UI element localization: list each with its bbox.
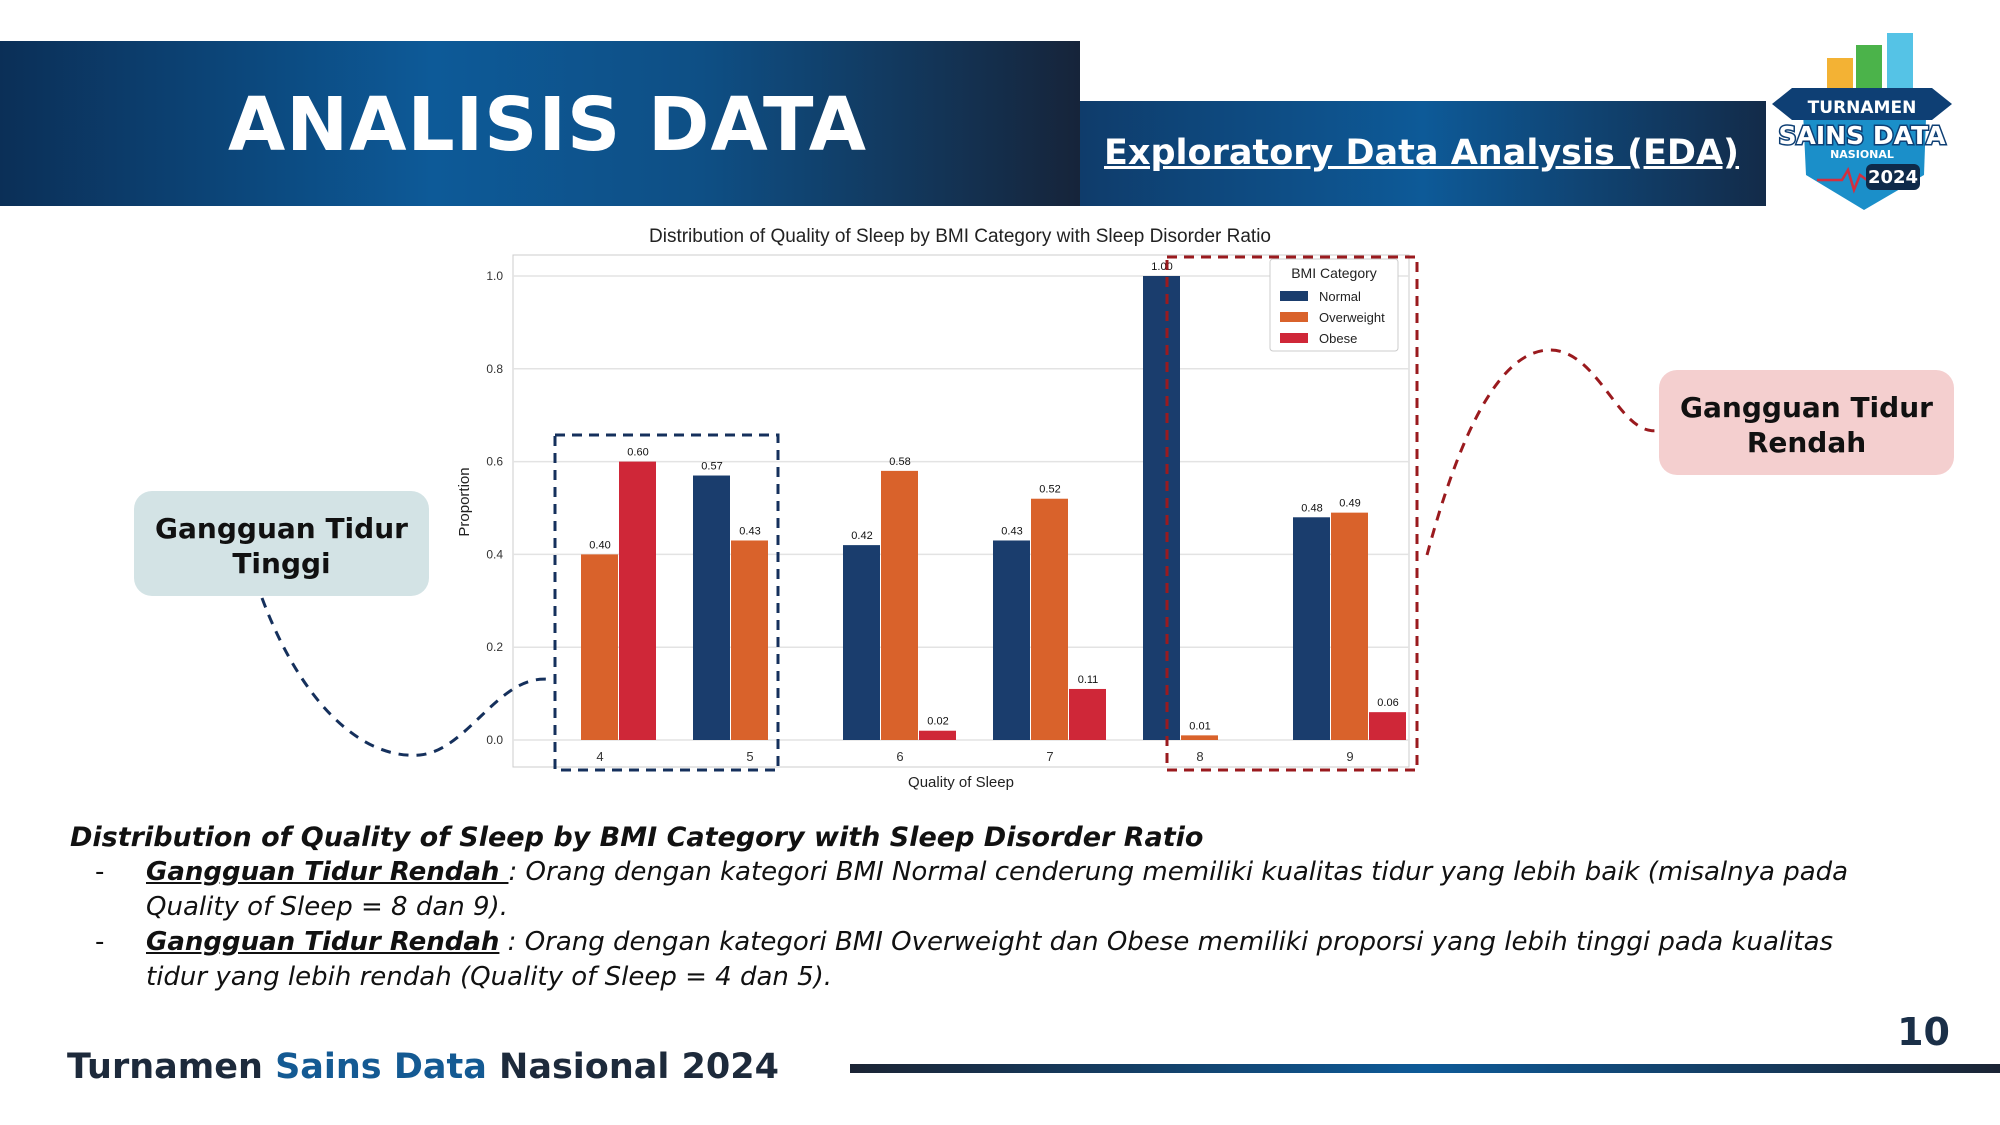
bar-value-label: 0.11	[1078, 674, 1099, 686]
logo-text-nasional: NASIONAL	[1830, 148, 1894, 161]
legend-swatch-overweight	[1280, 312, 1308, 322]
bar-value-label: 0.06	[1377, 697, 1398, 709]
bar-chart: Distribution of Quality of Sleep by BMI …	[455, 222, 1420, 794]
legend-label-normal: Normal	[1319, 289, 1361, 304]
bar-obese-7	[1069, 688, 1106, 740]
bar-overweight-8	[1181, 735, 1218, 740]
bar-overweight-7	[1031, 498, 1068, 740]
y-tick-label: 0.2	[486, 640, 503, 654]
bar-value-label: 0.02	[927, 716, 948, 728]
x-tick-label: 4	[596, 749, 603, 764]
bar-overweight-9	[1331, 512, 1368, 740]
x-tick-label: 8	[1196, 749, 1203, 764]
grid-lines	[513, 275, 1409, 741]
bar-value-label: 1.00	[1151, 261, 1172, 273]
footer-part-nasional: Nasional 2024	[499, 1047, 779, 1087]
plot-area	[512, 254, 1410, 768]
page-title: ANALISIS DATA	[228, 82, 868, 168]
bullet-term: Gangguan Tidur Rendah	[146, 927, 500, 957]
legend-label-overweight: Overweight	[1319, 310, 1385, 325]
bar-obese-9	[1369, 712, 1406, 740]
footer-divider	[850, 1064, 2000, 1073]
x-axis-ticks: 4 5 6 7 8 9	[596, 749, 1353, 764]
highlight-box-high-disorder	[553, 433, 780, 772]
bar-value-label: 0.52	[1039, 484, 1060, 496]
bar-overweight-5	[731, 540, 768, 740]
chart-title: Distribution of Quality of Sleep by BMI …	[649, 226, 1271, 247]
y-tick-label: 0.0	[486, 733, 503, 747]
bar-normal-6	[843, 545, 880, 740]
bar-overweight-6	[881, 470, 918, 740]
bullet-item: - Gangguan Tidur Rendah : Orang dengan k…	[95, 855, 1895, 925]
bar-value-label: 0.57	[701, 461, 722, 473]
legend-swatch-obese	[1280, 333, 1308, 343]
x-tick-label: 6	[896, 749, 903, 764]
y-tick-label: 1.0	[486, 269, 503, 283]
tsdn-logo: TURNAMEN SAINS DATA NASIONAL 2024	[1772, 33, 1952, 210]
y-tick-label: 0.8	[486, 362, 503, 376]
x-tick-label: 9	[1346, 749, 1353, 764]
bar-value-label: 0.43	[739, 525, 760, 537]
bullet-term: Gangguan Tidur Rendah	[146, 857, 509, 887]
bullet-dash: -	[95, 927, 105, 957]
legend-title: BMI Category	[1291, 265, 1377, 281]
bullet-dash: -	[95, 857, 105, 887]
logo-text-sains-data: SAINS DATA	[1779, 121, 1947, 150]
bar-value-label: 0.43	[1001, 525, 1022, 537]
page-number: 10	[1897, 1010, 1950, 1054]
footer-part-turnamen: Turnamen	[67, 1047, 276, 1087]
legend-swatch-normal	[1280, 291, 1308, 301]
y-tick-label: 0.6	[486, 455, 503, 469]
y-tick-label: 0.4	[486, 547, 503, 561]
bars	[581, 276, 1406, 740]
bar-normal-7	[993, 540, 1030, 740]
title-banner	[0, 41, 1080, 206]
bar-overweight-4	[581, 554, 618, 740]
subtitle-banner	[1080, 101, 1766, 206]
chart-legend: BMI Category Normal Overweight Obese	[1269, 258, 1399, 352]
x-axis-label: Quality of Sleep	[908, 774, 1014, 791]
footer-part-sains-data: Sains Data	[275, 1047, 500, 1087]
bar-value-label: 0.58	[889, 456, 910, 468]
logo-text-turnamen: TURNAMEN	[1808, 98, 1917, 118]
logo-text-year: 2024	[1868, 167, 1918, 188]
x-tick-label: 7	[1046, 749, 1053, 764]
bar-obese-4	[619, 461, 656, 740]
chart-caption: Distribution of Quality of Sleep by BMI …	[70, 822, 1204, 853]
bar-value-label: 0.48	[1301, 502, 1322, 514]
x-tick-label: 5	[746, 749, 753, 764]
page-subtitle: Exploratory Data Analysis (EDA)	[1104, 133, 1740, 173]
footer-title: Turnamen Sains Data Nasional 2024	[67, 1042, 867, 1092]
highlight-box-low-disorder	[1165, 255, 1419, 772]
bar-value-label: 0.01	[1189, 720, 1210, 732]
bullet-list: - Gangguan Tidur Rendah : Orang dengan k…	[95, 855, 1895, 995]
y-axis-label: Proportion	[456, 467, 473, 536]
bar-value-label: 0.42	[851, 530, 872, 542]
connector-right	[1425, 348, 1661, 556]
bar-normal-8	[1143, 276, 1180, 740]
bullet-text: : Orang dengan kategori BMI Overweight d…	[146, 927, 1834, 992]
bullet-item: - Gangguan Tidur Rendah : Orang dengan k…	[95, 925, 1895, 995]
bar-value-label: 0.49	[1339, 498, 1360, 510]
bar-normal-9	[1293, 517, 1330, 740]
callout-low-disorder: Gangguan Tidur Rendah	[1659, 370, 1954, 475]
bar-normal-5	[693, 475, 730, 740]
bar-value-label: 0.40	[589, 539, 610, 551]
callout-high-disorder: Gangguan Tidur Tinggi	[134, 491, 429, 596]
bar-obese-6	[919, 730, 956, 740]
bar-value-label: 0.60	[627, 447, 648, 459]
bullet-text: : Orang dengan kategori BMI Normal cende…	[146, 857, 1849, 922]
legend-label-obese: Obese	[1319, 331, 1357, 346]
